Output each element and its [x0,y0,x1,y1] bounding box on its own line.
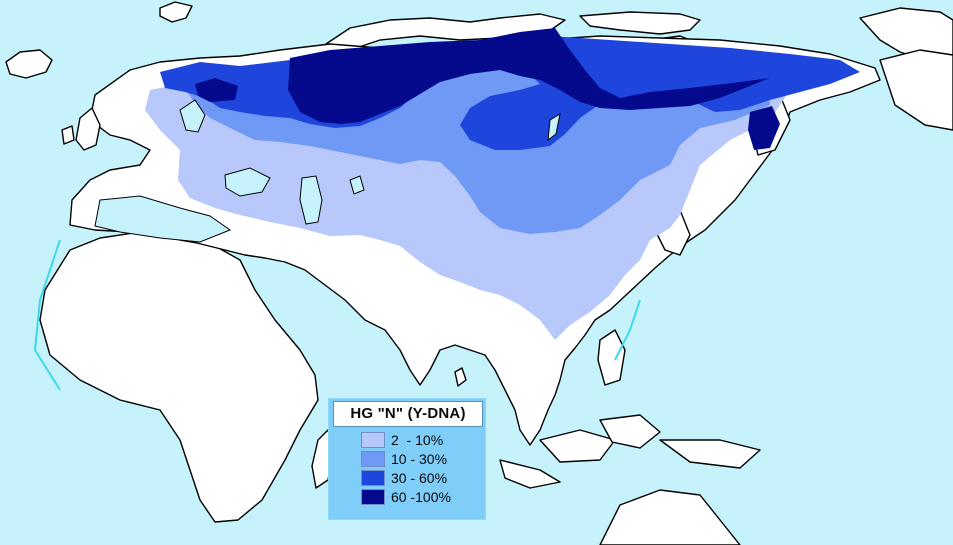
alaska [879,49,953,131]
africa [39,231,319,523]
baltic-sea [179,99,206,133]
legend-label: 60 -100% [391,489,451,505]
legend-label: 2 - 10% [391,432,444,448]
legend-item: 10 - 30% [361,449,483,468]
legend-swatch [361,432,385,448]
se-asia-islands [597,329,626,386]
caspian-sea [299,175,323,225]
legend-item: 60 -100% [361,487,483,506]
mediterranean-sea [94,195,232,243]
map-legend: HG "N" (Y-DNA) 2 - 10% 10 - 30% 30 - 60%… [328,398,486,520]
frequency-band-60-100 [195,28,780,150]
legend-swatch [361,470,385,486]
legend-label: 30 - 60% [391,470,448,486]
australia [599,489,741,545]
aral-sea [349,175,365,195]
legend-label: 10 - 30% [391,451,448,467]
black-sea [224,167,271,197]
lake-baikal [547,112,561,142]
british-isles [75,107,101,151]
legend-swatch [361,489,385,505]
legend-swatch [361,451,385,467]
inland-waters [94,99,561,243]
legend-title: HG "N" (Y-DNA) [333,401,483,427]
legend-item: 30 - 60% [361,468,483,487]
legend-item: 2 - 10% [361,430,483,449]
